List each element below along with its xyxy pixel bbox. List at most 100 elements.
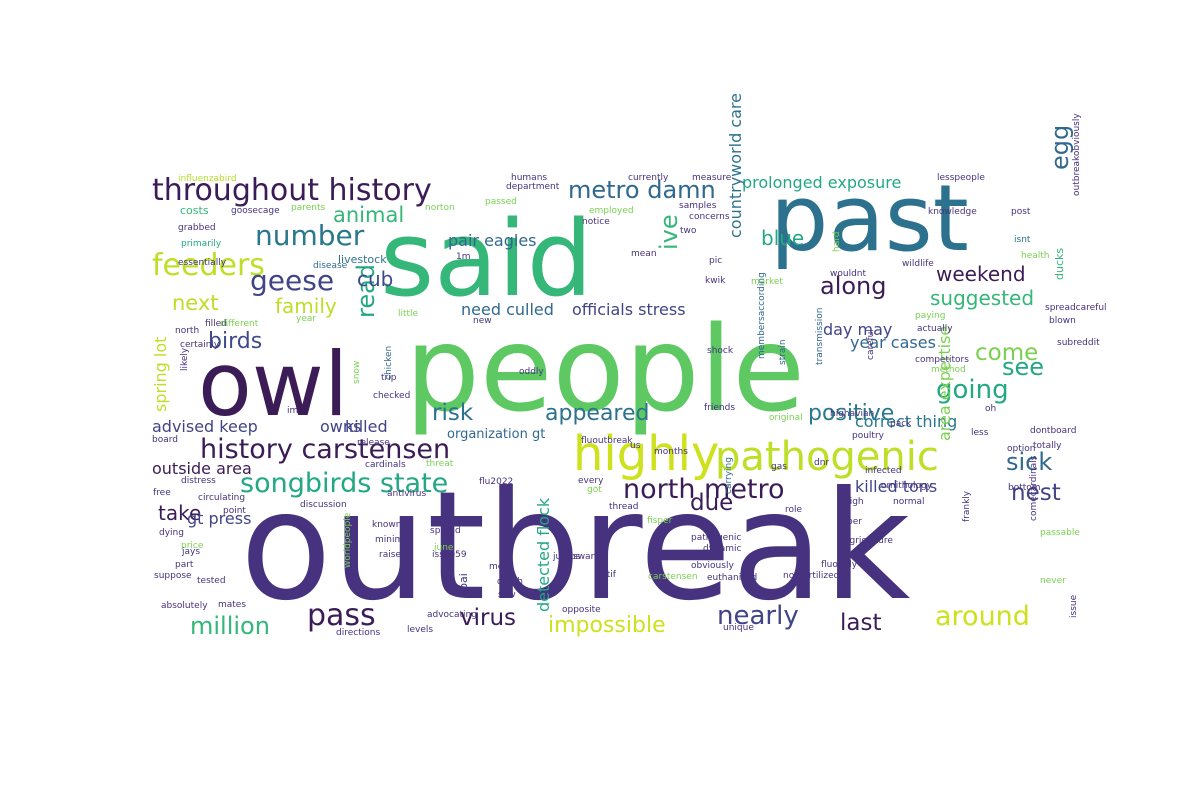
word-gt-press: gt press: [187, 509, 251, 528]
word-costs: costs: [180, 204, 209, 217]
word-goosecage: goosecage: [231, 206, 280, 216]
word-need-culled: need culled: [461, 300, 554, 319]
word-price: price: [181, 541, 204, 551]
word-actually: actually: [917, 324, 953, 334]
word-family: family: [275, 294, 337, 318]
word-day-may: day may: [823, 320, 892, 339]
word-people: people: [405, 300, 805, 438]
word-ducks: ducks: [1053, 248, 1066, 280]
word-gas: gas: [771, 462, 787, 472]
word-gtif: gtif: [601, 570, 617, 580]
word-discussion: discussion: [300, 500, 347, 510]
word-new: new: [473, 316, 492, 326]
word-snow: snow: [352, 361, 362, 384]
word-department: department: [506, 182, 560, 192]
word-hard: hard: [832, 232, 842, 252]
word-past: past: [770, 165, 969, 272]
word-outbreak: outbreak: [240, 460, 910, 634]
word-trip: trip: [381, 373, 397, 383]
word-market: market: [751, 277, 783, 287]
word-flu2022: flu2022: [479, 477, 513, 487]
word-transmission: transmission: [815, 308, 825, 366]
word-next: next: [172, 291, 219, 315]
word-post: post: [1011, 207, 1031, 217]
word-issue: issue: [1069, 594, 1079, 618]
word-sick: sick: [1006, 448, 1052, 476]
word-metro-damn: metro damn: [568, 176, 716, 204]
word-history-carstensen: history carstensen: [200, 434, 450, 465]
word-highly: highly: [573, 426, 719, 482]
word-subreddit: subreddit: [1057, 338, 1100, 348]
word-pair-eagles: pair eagles: [448, 231, 537, 250]
word-employed: employed: [589, 206, 634, 216]
word-fluoutbreak: fluoutbreak: [581, 436, 633, 446]
word-1m: 1m: [456, 252, 471, 262]
word-totally: totally: [1033, 441, 1062, 451]
word-isnt: isnt: [1014, 235, 1031, 245]
word-normal: normal: [893, 497, 925, 507]
word-different: different: [220, 319, 259, 329]
word-positive: positive: [808, 401, 894, 426]
word-ornithology: ornithology: [881, 481, 933, 491]
word-opposite: opposite: [562, 605, 601, 615]
word-killed: killed: [345, 417, 388, 436]
word-carstensen: carstensen: [648, 572, 698, 582]
word-number: number: [255, 219, 365, 252]
word-north-metro: north metro: [623, 474, 785, 505]
word-geese: geese: [250, 264, 334, 297]
word-shock: shock: [707, 346, 734, 356]
word-currently: currently: [628, 173, 669, 183]
word-two: two: [680, 226, 697, 236]
word-spreadcareful: spreadcareful: [1045, 303, 1107, 313]
word-paying: paying: [915, 311, 945, 321]
word-detected-flock: detected flock: [534, 497, 553, 612]
word-passed: passed: [485, 197, 517, 207]
word-oddly: oddly: [519, 367, 544, 377]
word-death: death: [497, 577, 523, 587]
word-pic: pic: [709, 256, 722, 266]
word-fisper: fisper: [647, 516, 673, 526]
word-dying: dying: [159, 528, 184, 538]
word-last: last: [840, 610, 882, 636]
word-concerns: concerns: [689, 212, 730, 222]
word-organization-gt: organization gt: [447, 427, 545, 442]
word-take: take: [158, 501, 201, 525]
word-cardinals: cardinals: [365, 460, 406, 470]
word-june: june: [433, 543, 454, 553]
word-blown: blown: [1049, 316, 1076, 326]
word-ive: ive: [655, 214, 683, 250]
word-board: board: [152, 435, 178, 445]
word-lesspeople: lesspeople: [937, 173, 985, 183]
word-prolonged-exposure: prolonged exposure: [742, 173, 901, 192]
word-influenzabird: influenzabird: [178, 174, 237, 184]
word-filled: filled: [205, 319, 227, 329]
word-dnr: dnr: [814, 458, 829, 468]
word-wouldnt: wouldnt: [830, 269, 866, 279]
word-saw: saw: [498, 590, 516, 600]
word-passable: passable: [1040, 528, 1080, 538]
word-absolutely: absolutely: [161, 601, 208, 611]
word-membersaccording: membersaccording: [757, 272, 767, 359]
word-correct-thing: correct thing: [855, 412, 957, 431]
word-killed-tons: killed tons: [855, 477, 937, 496]
word-highavian: highavian: [830, 409, 874, 419]
word-spread: spread: [430, 526, 461, 536]
word-levels: levels: [407, 625, 433, 635]
word-blue: blue: [761, 226, 804, 250]
word-norton: norton: [425, 203, 455, 213]
word-pack: pack: [890, 419, 912, 429]
word-countryworld-care: countryworld care: [726, 93, 745, 238]
word-suppose: suppose: [154, 571, 192, 581]
word-carrying: carrying: [724, 457, 734, 494]
word-see: see: [1002, 353, 1044, 381]
word-along: along: [820, 272, 887, 300]
word-threat: threat: [426, 459, 454, 469]
word-disease: disease: [313, 261, 348, 271]
word-months: months: [654, 447, 688, 457]
word-samples: samples: [679, 201, 717, 211]
word-oh: oh: [985, 404, 996, 414]
word-raised: raised: [379, 550, 407, 560]
word-im: im: [287, 406, 298, 416]
word-said: said: [380, 198, 593, 320]
word-point: point: [223, 506, 246, 516]
